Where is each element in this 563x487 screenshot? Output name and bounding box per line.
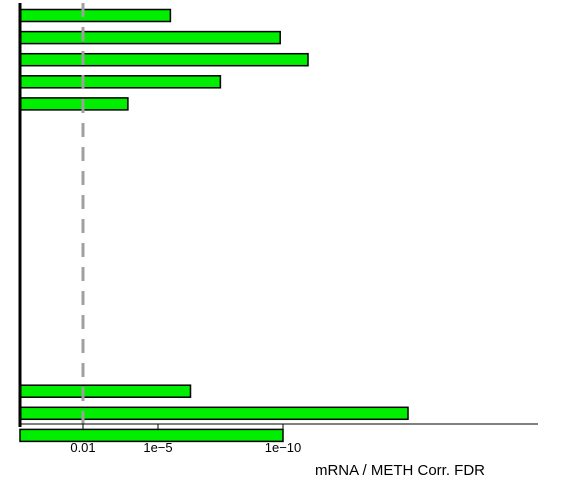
bar-2 (19, 52, 309, 67)
x-axis-title: mRNA / METH Corr. FDR (315, 462, 485, 479)
bar-19 (19, 428, 284, 443)
x-tick-label-2: 1e−10 (265, 440, 302, 455)
bar-group (19, 8, 409, 443)
bar-18 (19, 406, 409, 421)
x-tick-label-1: 1e−5 (143, 440, 172, 455)
bar-17 (19, 384, 192, 398)
bar-0 (19, 8, 172, 23)
x-tick-label-0: 0.01 (70, 440, 95, 455)
bar-1 (19, 30, 281, 45)
x-axis-ticks: 0.01 1e−5 1e−10 (70, 424, 301, 455)
bar-3 (19, 75, 222, 89)
bar-4 (19, 97, 129, 111)
